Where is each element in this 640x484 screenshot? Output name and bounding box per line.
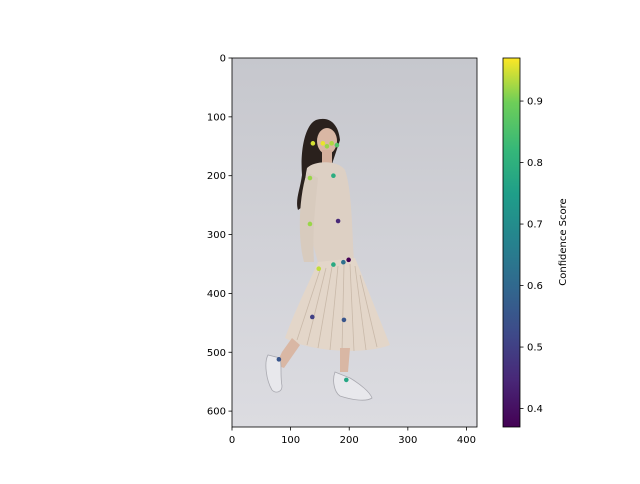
background-photo: [232, 58, 477, 427]
colorbar-label: Confidence Score: [558, 198, 569, 285]
colorbar-tick-label: 0.9: [527, 97, 543, 108]
x-tick-label: 0: [229, 435, 235, 446]
keypoint: [307, 175, 313, 181]
keypoint: [324, 143, 330, 149]
y-tick-label: 500: [207, 348, 226, 359]
x-tick-label: 200: [340, 435, 359, 446]
y-tick-label: 200: [207, 171, 226, 182]
keypoint: [331, 173, 336, 179]
x-tick-label: 300: [398, 435, 417, 446]
y-tick-label: 0: [220, 54, 226, 65]
y-tick-label: 400: [207, 289, 226, 300]
keypoint: [343, 377, 349, 383]
keypoint: [276, 357, 282, 362]
y-tick-label: 600: [207, 407, 226, 418]
keypoint: [329, 141, 334, 146]
keypoint: [310, 141, 316, 146]
y-tick-label: 100: [207, 112, 226, 123]
keypoints: [276, 141, 351, 383]
keypoint: [341, 259, 346, 265]
plot-frame: [231, 57, 478, 428]
x-tick-label: 400: [457, 435, 476, 446]
colorbar-axis: 0.4 0.5 0.6 0.7 0.8 0.9: [520, 97, 543, 415]
keypoint: [307, 221, 313, 227]
keypoint: [316, 266, 322, 271]
y-tick-label: 300: [207, 230, 226, 241]
keypoint: [320, 141, 326, 146]
colorbar-tick-label: 0.5: [527, 343, 543, 354]
y-axis: 0 100 200 300 400 500 600: [207, 54, 232, 418]
colorbar: [503, 58, 520, 427]
x-tick-label: 100: [281, 435, 300, 446]
colorbar-tick-label: 0.7: [527, 220, 543, 231]
keypoint: [341, 317, 347, 323]
keypoint: [331, 262, 336, 267]
colorbar-tick-label: 0.6: [527, 281, 543, 292]
keypoint: [346, 257, 351, 263]
colorbar-tick-label: 0.8: [527, 158, 543, 169]
keypoint: [334, 142, 340, 148]
colorbar-tick-label: 0.4: [527, 404, 543, 415]
x-axis: 0 100 200 300 400: [229, 427, 476, 446]
keypoint: [309, 314, 315, 320]
keypoint: [335, 218, 341, 224]
